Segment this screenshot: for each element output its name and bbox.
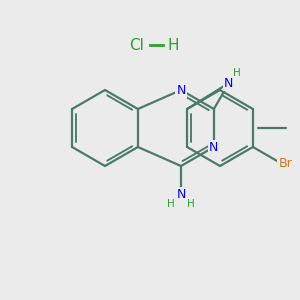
Text: H: H [167, 199, 175, 209]
Text: H: H [233, 68, 241, 78]
Text: N: N [176, 188, 186, 200]
Text: N: N [176, 83, 186, 97]
Text: Br: Br [278, 157, 292, 169]
Text: H: H [167, 38, 179, 52]
Text: H: H [187, 199, 195, 209]
Text: Cl: Cl [130, 38, 144, 52]
Text: N: N [209, 140, 219, 154]
Text: N: N [224, 76, 234, 89]
